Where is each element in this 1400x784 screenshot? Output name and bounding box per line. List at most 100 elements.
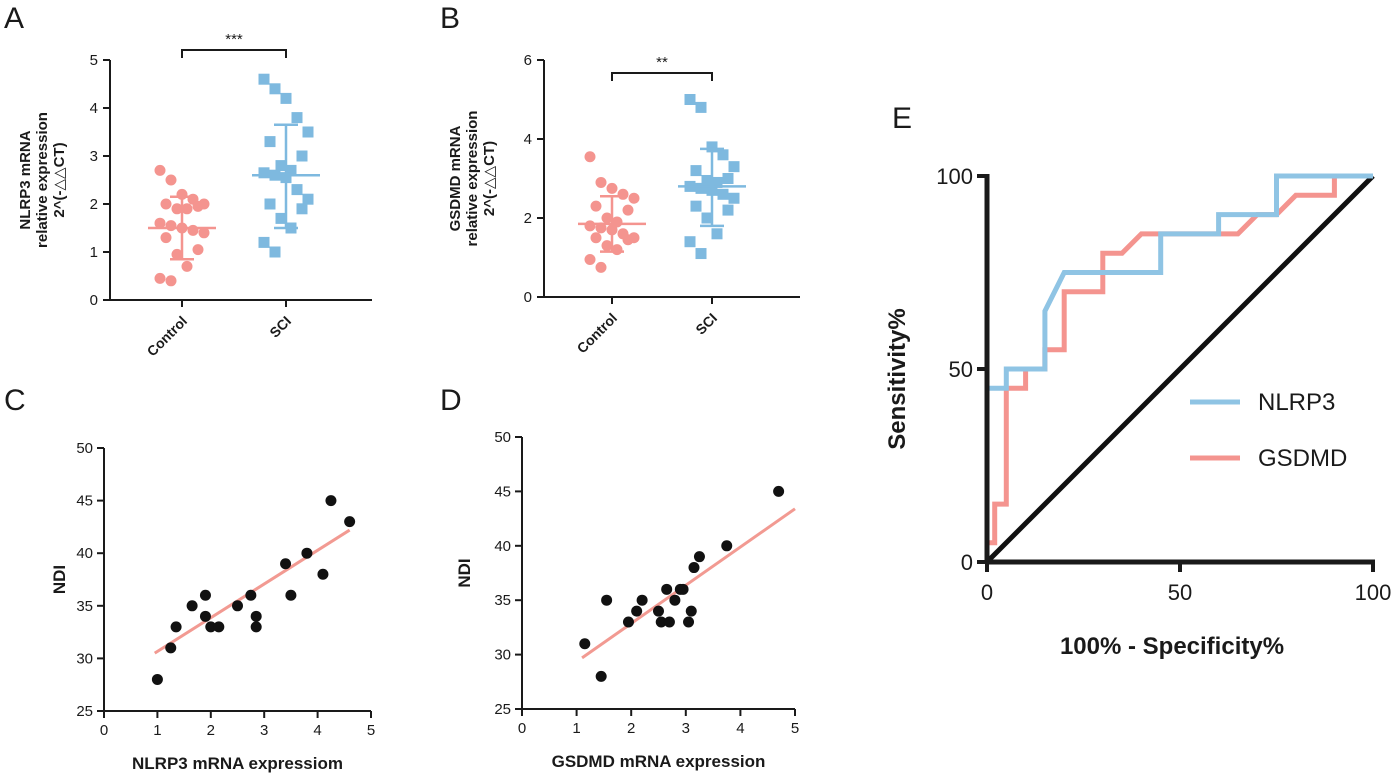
x-tick-label: 0 [518, 720, 526, 737]
data-point [655, 616, 667, 628]
sci-data-point [264, 136, 276, 148]
sci-data-point [269, 246, 281, 258]
y-tick-label: 2 [524, 210, 532, 227]
reference-diagonal-line [985, 174, 1375, 564]
data-point [601, 594, 613, 606]
data-point [317, 568, 329, 580]
sci-data-point [717, 149, 729, 161]
control-data-point [165, 275, 177, 287]
y-tick-label: 3 [90, 148, 98, 165]
data-point [677, 583, 689, 595]
data-point [693, 551, 705, 563]
control-data-point [590, 200, 602, 212]
x-tick-label: 4 [313, 722, 321, 739]
data-point [344, 516, 356, 528]
control-data-point [590, 232, 602, 244]
y-tick-label: 4 [524, 131, 532, 148]
sci-data-point [695, 248, 707, 260]
x-tick-label: 1 [153, 722, 161, 739]
x-category-label: SCI [266, 313, 294, 341]
x-axis-label: NLRP3 mRNA expressiom [132, 754, 343, 773]
data-point [301, 547, 313, 559]
y-tick-label: 45 [76, 493, 93, 510]
data-point [170, 621, 182, 633]
x-tick-label: 4 [736, 720, 744, 737]
data-point [325, 495, 337, 507]
y-tick-label: 4 [90, 100, 98, 117]
sci-data-point [264, 198, 276, 210]
sci-data-point [701, 174, 713, 186]
y-tick-label: 5 [90, 52, 98, 69]
data-point [721, 540, 733, 552]
x-tick-label: 100 [1355, 580, 1392, 605]
x-tick-label: 3 [682, 720, 690, 737]
sci-data-point [291, 184, 303, 196]
control-data-point [171, 203, 183, 215]
sci-data-point [722, 173, 734, 184]
sci-data-point [711, 228, 723, 240]
y-tick-label: 35 [494, 592, 511, 609]
y-tick-label: 25 [494, 701, 511, 718]
gsdmd-legend-label: GSDMD [1258, 445, 1347, 472]
sci-data-point [695, 101, 707, 113]
data-point [631, 605, 643, 617]
panel-label-c: C [4, 384, 26, 417]
sci-data-point [722, 204, 734, 216]
y-axis-label: NDI [50, 565, 69, 594]
sci-data-point [302, 193, 314, 205]
control-data-point [165, 174, 177, 186]
control-data-point [154, 272, 166, 284]
sci-data-point [711, 176, 723, 188]
panel-e-roc-curve: 0 50 100 0 50 100 100% - Specificity% Sensitivi… [884, 164, 1391, 660]
sci-data-point [296, 150, 308, 162]
y-tick-label: 30 [76, 650, 93, 667]
control-data-point [584, 151, 596, 163]
control-data-point [595, 176, 607, 188]
y-tick-label: 6 [524, 52, 532, 69]
data-point [199, 610, 211, 622]
sci-data-point [275, 212, 287, 224]
y-tick-label: 40 [76, 545, 93, 562]
significance-bracket [181, 49, 287, 58]
data-point [250, 621, 262, 633]
data-point [250, 610, 262, 622]
data-point [683, 616, 695, 628]
sci-data-point [701, 212, 713, 224]
y-tick-label: 0 [961, 550, 973, 575]
sci-data-point [302, 126, 314, 138]
sci-data-point [275, 160, 287, 172]
significance-bracket [611, 72, 713, 81]
control-data-point [165, 220, 177, 232]
sci-data-point [291, 112, 303, 124]
y-tick-label: 25 [76, 703, 93, 720]
data-point [773, 485, 785, 497]
sci-data-point [690, 200, 702, 212]
control-data-point [622, 234, 634, 246]
panel-label-a: A [4, 2, 24, 35]
y-tick-label: 45 [494, 483, 511, 500]
data-point [663, 616, 675, 628]
significance-marker: *** [225, 31, 243, 48]
control-data-point [198, 227, 210, 239]
panel-b-gsdmd-scatter: 0 2 4 6 Control SCI GSDMD mRNA relative express… [447, 52, 800, 356]
y-axis-label-line: relative expression [464, 111, 481, 247]
significance-marker: ** [656, 54, 668, 71]
control-data-point [601, 212, 613, 224]
y-axis-label-line: 2^(-△△CT) [51, 142, 68, 217]
panel-a-nlrp3-scatter: 0 1 2 3 4 5 Control SCI NLRP3 mRNA relative expre… [17, 31, 372, 359]
control-data-point [154, 164, 166, 176]
y-axis-label-line: relative expression [34, 112, 51, 248]
data-point [595, 670, 607, 682]
data-point [661, 583, 673, 595]
control-data-point [160, 232, 172, 244]
y-axis-label-line: GSDMD mRNA [447, 125, 464, 231]
sci-data-point [285, 164, 297, 176]
sci-data-point [695, 182, 707, 194]
x-tick-label: 2 [207, 722, 215, 739]
sci-data-point [728, 161, 740, 173]
y-tick-label: 0 [90, 292, 98, 309]
sci-data-point [258, 236, 270, 248]
sci-data-point [269, 83, 281, 95]
